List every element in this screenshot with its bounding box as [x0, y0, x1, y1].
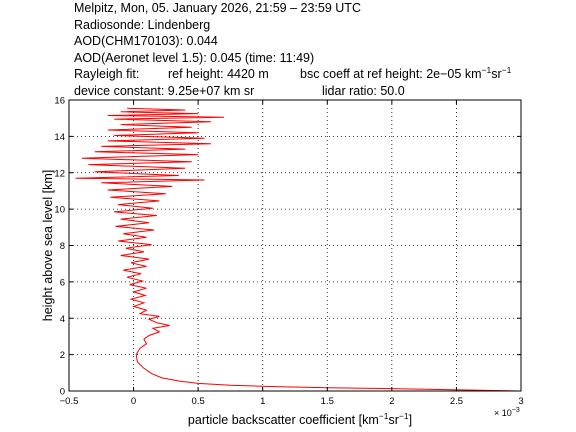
y-tick-label: 14 [54, 132, 65, 143]
y-tick-label: 4 [60, 314, 65, 325]
x-tick-label: 0.5 [192, 396, 205, 407]
y-tick-label: 6 [60, 277, 65, 288]
rayleigh-bsc-sup2: −1 [501, 65, 512, 76]
lidar-ratio: lidar ratio: 50.0 [322, 83, 405, 98]
x-tick-labels: −0.5 0 0.5 1 1.5 2 2.5 3 [60, 396, 524, 407]
x-tick-label: 1 [260, 396, 265, 407]
x-tick-label: 3 [518, 396, 523, 407]
x-label-part-3: ] [409, 413, 412, 427]
y-tick-label: 10 [54, 205, 65, 216]
header-aod-aeronet: AOD(Aeronet level 1.5): 0.045 (time: 11:… [74, 50, 315, 65]
x-multiplier-exp: −3 [512, 407, 520, 414]
x-label-part-2: sr [388, 413, 398, 427]
y-tick-label: 2 [60, 350, 65, 361]
x-axis-label: particle backscatter coefficient [km−1sr… [188, 411, 412, 427]
x-tick-label: 0 [131, 396, 136, 407]
rayleigh-ref-height: ref height: 4420 m [168, 67, 269, 82]
axis-ticks [68, 99, 522, 392]
backscatter-profile-line [75, 107, 522, 392]
x-label-sup-2: −1 [399, 411, 409, 421]
grid-lines [69, 100, 521, 391]
x-axis-multiplier: × 10−3 [494, 407, 520, 418]
x-label-sup-1: −1 [379, 411, 389, 421]
y-tick-labels: 0 2 4 6 8 10 12 14 16 [54, 96, 65, 398]
rayleigh-bsc-coeff: bsc coeff at ref height: 2e−05 km−1sr−1 [300, 66, 511, 83]
x-tick-label: 2.5 [450, 396, 463, 407]
x-tick-label: 2 [389, 396, 394, 407]
y-tick-label: 12 [54, 168, 65, 179]
rayleigh-bsc-prefix: bsc coeff at ref height: 2e−05 km [300, 67, 482, 82]
y-tick-label: 8 [60, 241, 65, 252]
header-location-time: Melpitz, Mon, 05. January 2026, 21:59 – … [74, 1, 361, 15]
header-radiosonde: Radiosonde: Lindenberg [74, 17, 211, 32]
x-tick-label: 1.5 [321, 396, 334, 407]
y-axis-label: height above sea level [km] [41, 170, 55, 321]
header-device-line: device constant: 9.25e+07 km sr lidar ra… [74, 83, 569, 100]
y-tick-label: 0 [60, 387, 65, 398]
device-constant: device constant: 9.25e+07 km sr [74, 83, 255, 98]
header-rayleigh-line: Rayleigh fit: ref height: 4420 m bsc coe… [74, 66, 569, 83]
rayleigh-label: Rayleigh fit: [74, 67, 140, 82]
y-tick-label: 16 [54, 96, 65, 107]
x-tick-label: −0.5 [60, 396, 79, 407]
x-label-part-1: particle backscatter coefficient [km [188, 413, 379, 427]
x-multiplier-base: × 10 [494, 408, 512, 418]
header-aod-chm: AOD(CHM170103): 0.044 [74, 34, 218, 49]
rayleigh-bsc-sup1: −1 [481, 65, 492, 76]
chart-header: Melpitz, Mon, 05. January 2026, 21:59 – … [74, 0, 569, 100]
rayleigh-bsc-sr: sr [491, 67, 502, 82]
